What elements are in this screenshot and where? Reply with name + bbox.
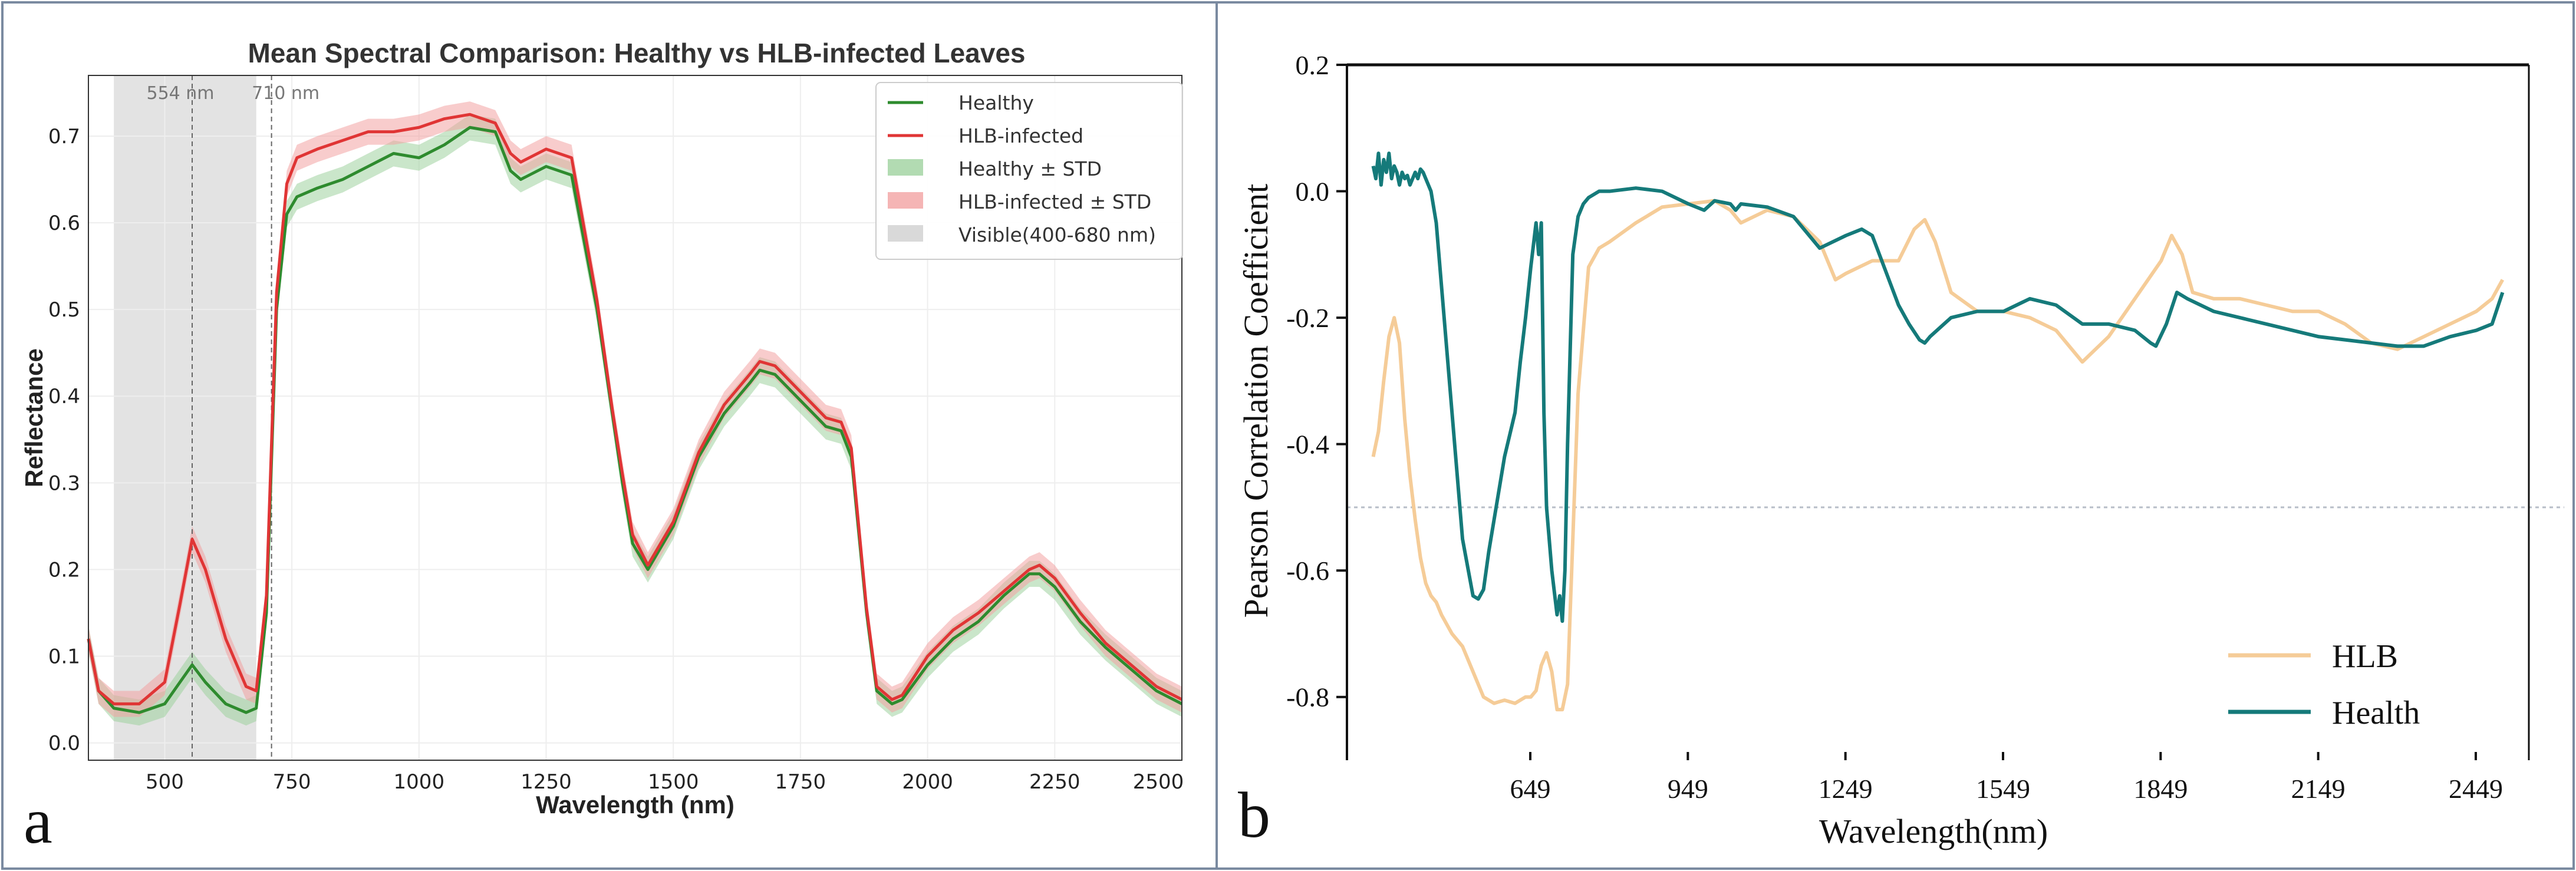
y-tick-label: 0.2 [1296, 50, 1330, 80]
x-tick-label: 2149 [2291, 774, 2346, 804]
y-tick-label: 0.4 [48, 385, 80, 408]
y-tick-label: -0.6 [1286, 556, 1329, 586]
x-tick-label: 750 [273, 770, 311, 794]
chart-panel-b: 649 949 1249 1549 1849 2149 2449 0.2 0.0 -0.2 -0.… [1237, 50, 2564, 851]
std-bands [88, 101, 1182, 726]
legend: HLB Health [2228, 638, 2420, 731]
y-tick-label: 0.2 [48, 558, 80, 582]
y-tick-label: 0.0 [48, 732, 80, 755]
y-tick-label: 0.3 [48, 471, 80, 495]
y-tick-label: -0.4 [1286, 430, 1329, 460]
x-axis-label: Wavelength(nm) [1819, 812, 2048, 850]
x-tick-labels: 500 750 1000 1250 1500 1750 2000 2250 2500 [146, 770, 1184, 794]
legend: Healthy HLB-infected Healthy ± STD HLB-i… [875, 82, 1183, 260]
x-tick-label: 1000 [394, 770, 445, 794]
x-tick-label: 2449 [2449, 774, 2503, 804]
legend-label-hlb: HLB [2332, 638, 2398, 675]
series-line-hlb-infected [87, 113, 1183, 705]
legend-swatch-hlb-std [888, 192, 923, 209]
y-tick-label: -0.2 [1286, 303, 1329, 333]
y-axis-label: Reflectance [20, 348, 48, 487]
x-tick-label: 1500 [648, 770, 699, 794]
y-tick-label: 0.6 [48, 212, 80, 235]
annotation-710nm: 710 nm [252, 83, 319, 104]
y-tick-label: 0.5 [48, 298, 80, 322]
legend-label-health: Health [2332, 695, 2420, 731]
x-tick-label: 500 [146, 770, 184, 794]
x-tick-label: 1549 [1976, 774, 2030, 804]
legend-swatch-healthy-std [888, 159, 923, 176]
series-lines [1371, 151, 2505, 712]
grid-lines [88, 75, 1182, 760]
chart-title: Mean Spectral Comparison: Healthy vs HLB… [248, 38, 1025, 68]
x-axis-label: Wavelength (nm) [536, 791, 734, 819]
x-tick-labels: 649 949 1249 1549 1849 2149 2449 [1510, 774, 2502, 804]
y-tick-label: 0.1 [48, 645, 80, 668]
axes [1336, 63, 2530, 760]
x-tick-label: 1849 [2133, 774, 2188, 804]
x-tick-label: 1250 [521, 770, 572, 794]
series-line-hlb [1371, 199, 2505, 712]
legend-swatch-visible [888, 225, 923, 242]
wavelength-annotations: 554 nm 710 nm [146, 83, 319, 104]
x-tick-label: 949 [1668, 774, 1708, 804]
panel-letter-b: b [1238, 779, 1270, 851]
series-lines [87, 113, 1183, 714]
legend-label-visible: Visible(400-680 nm) [958, 223, 1156, 246]
x-tick-label: 649 [1510, 774, 1550, 804]
y-axis-label: Pearson Correlation Coefficient [1237, 184, 1275, 618]
y-tick-label: -0.8 [1286, 682, 1329, 712]
x-tick-label: 2500 [1133, 770, 1184, 794]
legend-label-healthy-std: Healthy ± STD [958, 157, 1102, 180]
plot-frame [88, 75, 1182, 761]
x-tick-label: 1249 [1819, 774, 1873, 804]
legend-box [875, 82, 1183, 260]
y-tick-labels: 0.2 0.0 -0.2 -0.4 -0.6 -0.8 [1286, 50, 1329, 712]
y-tick-label: 0.0 [1296, 177, 1330, 207]
y-tick-label: 0.7 [48, 125, 80, 149]
std-band-healthy [88, 114, 1182, 726]
annotation-554nm: 554 nm [146, 83, 214, 104]
legend-label-healthy: Healthy [958, 91, 1034, 114]
series-line-health [1371, 151, 2505, 623]
y-tick-labels: 0.0 0.1 0.2 0.3 0.4 0.5 0.6 0.7 [48, 125, 80, 755]
chart-panel-a: Mean Spectral Comparison: Healthy vs HLB… [20, 38, 1184, 857]
panel-b-frame [1215, 1, 2575, 870]
x-tick-label: 2000 [902, 770, 953, 794]
panel-letter-a: a [24, 785, 52, 857]
legend-label-hlb-std: HLB-infected ± STD [958, 190, 1151, 213]
x-tick-label: 2250 [1029, 770, 1081, 794]
x-tick-label: 1750 [775, 770, 826, 794]
legend-label-hlb-infected: HLB-infected [958, 124, 1083, 147]
